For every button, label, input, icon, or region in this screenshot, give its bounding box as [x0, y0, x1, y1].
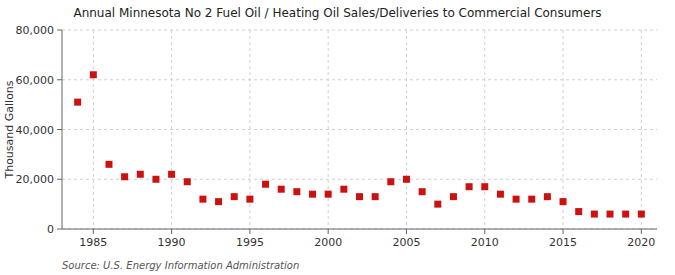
point — [293, 188, 300, 195]
point — [528, 196, 535, 203]
x-grid-line — [328, 30, 329, 229]
chart: Annual Minnesota No 2 Fuel Oil / Heating… — [0, 0, 675, 275]
point — [90, 71, 97, 78]
y-grid-line — [62, 79, 657, 80]
point — [340, 186, 347, 193]
y-tick-label: 80,000 — [16, 24, 55, 37]
point — [105, 161, 112, 168]
x-tick-label: 1985 — [79, 236, 107, 249]
point — [325, 191, 332, 198]
point — [434, 201, 441, 208]
point — [466, 183, 473, 190]
x-axis-line — [62, 229, 657, 230]
x-tick — [641, 229, 642, 234]
point — [481, 183, 488, 190]
point — [231, 193, 238, 200]
x-tick — [563, 229, 564, 234]
point — [152, 176, 159, 183]
y-tick — [57, 179, 62, 180]
point — [309, 191, 316, 198]
x-tick — [328, 229, 329, 234]
grid — [62, 30, 657, 229]
y-grid-line — [62, 179, 657, 180]
axes: 0 20,000 40,000 60,000 80,000 1985 1990 1995 200… — [16, 24, 658, 249]
x-tick-label: 2005 — [392, 236, 420, 249]
y-tick — [57, 79, 62, 80]
point — [575, 208, 582, 215]
y-tick-label: 0 — [47, 223, 54, 236]
point — [513, 196, 520, 203]
y-grid-line — [62, 129, 657, 130]
point — [356, 193, 363, 200]
y-axis-line — [62, 30, 63, 229]
point — [262, 181, 269, 188]
title: Annual Minnesota No 2 Fuel Oil / Heating… — [73, 6, 601, 20]
x-tick-label: 1995 — [236, 236, 264, 249]
y-grid-line — [62, 229, 657, 230]
x-tick-label: 2000 — [314, 236, 342, 249]
x-grid-line — [93, 30, 94, 229]
point — [607, 211, 614, 218]
x-grid-line — [406, 30, 407, 229]
point — [121, 173, 128, 180]
y-axis-label: Thousand Gallons — [3, 80, 16, 179]
point — [372, 193, 379, 200]
point — [168, 171, 175, 178]
point — [450, 193, 457, 200]
point — [403, 176, 410, 183]
point — [199, 196, 206, 203]
x-grid-line — [641, 30, 642, 229]
y-tick — [57, 30, 62, 31]
point — [591, 211, 598, 218]
point — [638, 211, 645, 218]
point — [278, 186, 285, 193]
point — [387, 178, 394, 185]
x-tick-label: 2015 — [549, 236, 577, 249]
x-tick — [93, 229, 94, 234]
x-tick — [406, 229, 407, 234]
x-grid-line — [171, 30, 172, 229]
x-tick-label: 2020 — [627, 236, 655, 249]
point — [622, 211, 629, 218]
y-tick-label: 60,000 — [16, 74, 55, 87]
point — [137, 171, 144, 178]
y-tick — [57, 129, 62, 130]
x-tick — [249, 229, 250, 234]
point — [184, 178, 191, 185]
x-tick-label: 1990 — [158, 236, 186, 249]
annotation: Source: U.S. Energy Information Administ… — [62, 260, 299, 271]
point — [74, 99, 81, 106]
points — [74, 71, 645, 217]
point — [544, 193, 551, 200]
point — [246, 196, 253, 203]
y-grid-line — [62, 30, 657, 31]
y-tick — [57, 229, 62, 230]
y-tick-label: 40,000 — [16, 124, 55, 137]
x-tick — [484, 229, 485, 234]
x-tick — [171, 229, 172, 234]
x-grid-line — [484, 30, 485, 229]
y-tick-label: 20,000 — [16, 173, 55, 186]
point — [419, 188, 426, 195]
point — [560, 198, 567, 205]
point — [215, 198, 222, 205]
x-tick-label: 2010 — [471, 236, 499, 249]
point — [497, 191, 504, 198]
